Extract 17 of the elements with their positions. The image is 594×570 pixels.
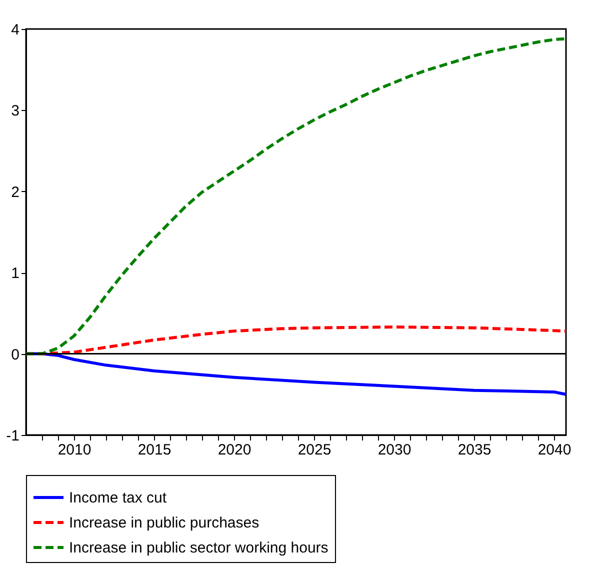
y-tick-label: 1 (11, 265, 20, 282)
y-tick-label: 0 (11, 346, 20, 364)
x-tick-label: 2030 (378, 442, 412, 458)
y-tick-label: 3 (11, 102, 20, 120)
y-tick-label: -1 (6, 428, 20, 444)
x-tick-label: 2025 (298, 442, 332, 458)
legend-label: Increase in public sector working hours (69, 540, 328, 556)
y-tick-label: 4 (11, 22, 20, 38)
x-tick-label: 2035 (458, 442, 492, 458)
legend-label: Income tax cut (69, 490, 168, 506)
line-series (24, 37, 568, 356)
x-tick-label: 2040 (538, 442, 572, 458)
y-tick-label: 2 (11, 184, 20, 201)
x-tick-label: 2010 (58, 442, 92, 458)
x-tick-label: 2015 (138, 442, 172, 458)
x-tick-label: 2020 (218, 442, 252, 458)
legend-label: Increase in public purchases (69, 514, 260, 532)
